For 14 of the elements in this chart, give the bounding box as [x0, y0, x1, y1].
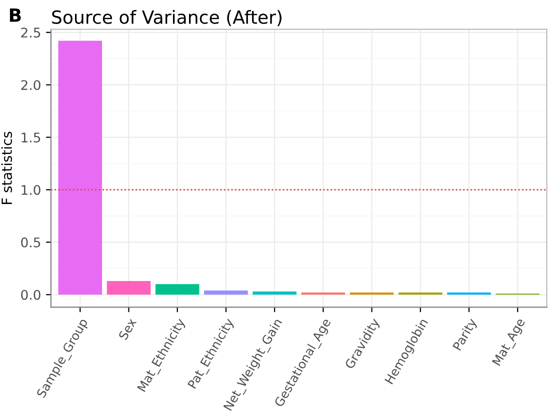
- bar: [58, 40, 102, 295]
- y-axis-title: F statistics: [1, 132, 12, 204]
- y-tick-label: 0.5: [21, 237, 40, 248]
- text: B: [10, 8, 21, 22]
- y-tick-label: 0.0: [21, 290, 40, 300]
- y-tick-label: 1.0: [22, 184, 40, 195]
- bar: [252, 291, 296, 295]
- bar: [204, 290, 248, 295]
- y-tick-label: 2.0: [21, 80, 40, 90]
- chart-title: Source of Variance (After): [52, 10, 282, 26]
- bar: [106, 281, 151, 295]
- y-tick-label: 1.5: [22, 132, 40, 142]
- bar: [155, 284, 200, 295]
- y-tick-label: 2.5: [21, 28, 40, 38]
